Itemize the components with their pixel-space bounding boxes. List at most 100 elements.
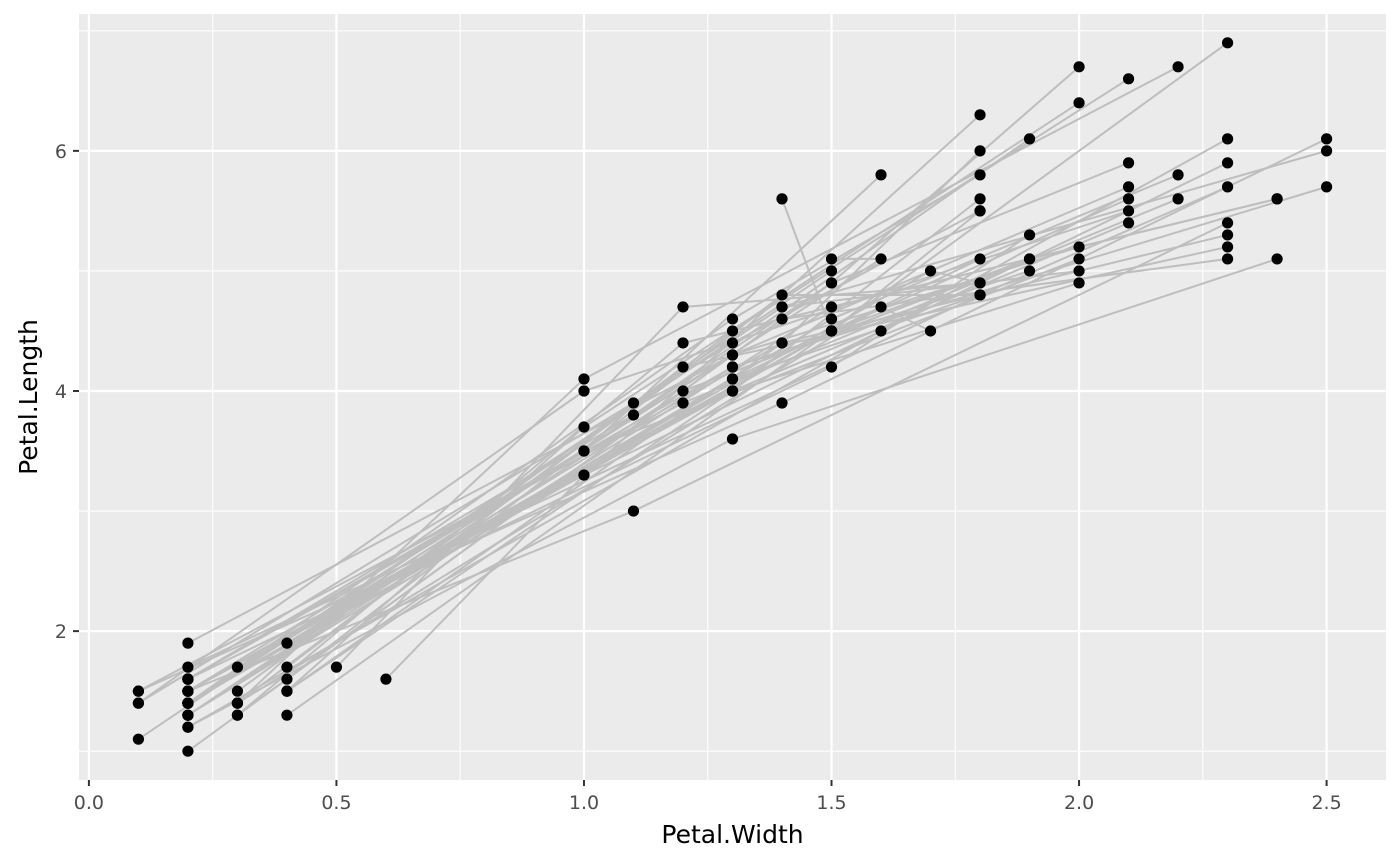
data-point	[1320, 145, 1333, 157]
y-tick-label: 2	[55, 621, 67, 643]
data-point	[924, 325, 937, 337]
data-point	[825, 361, 838, 373]
data-point	[825, 301, 838, 313]
data-point	[924, 265, 937, 277]
connector-line	[633, 222, 1229, 512]
data-point	[281, 685, 293, 697]
data-point	[726, 325, 739, 337]
data-point	[1320, 181, 1333, 193]
connector-line	[187, 378, 734, 717]
data-point	[182, 685, 194, 697]
data-point	[182, 721, 194, 733]
data-point	[875, 253, 887, 265]
connector-line	[583, 65, 1179, 380]
connector-line	[732, 257, 1278, 440]
data-point	[132, 697, 145, 709]
data-point	[1073, 241, 1085, 253]
data-point	[776, 301, 788, 313]
data-point	[726, 373, 739, 385]
data-point	[974, 253, 986, 265]
data-point	[825, 325, 838, 337]
data-point	[1122, 217, 1135, 229]
data-point	[132, 733, 145, 745]
connector-line	[187, 438, 733, 729]
data-point	[726, 313, 739, 325]
connector-line	[781, 137, 1328, 404]
data-point	[231, 685, 244, 697]
data-point	[1023, 253, 1036, 265]
data-point	[726, 433, 739, 445]
data-point	[825, 253, 838, 265]
x-tick-label: 1.0	[569, 792, 599, 814]
connector-line	[781, 257, 1228, 320]
connector-line	[880, 137, 1229, 332]
data-point	[1221, 37, 1234, 49]
data-point	[1122, 73, 1135, 85]
data-point	[1073, 277, 1085, 289]
data-point	[974, 145, 986, 157]
data-point	[974, 205, 986, 217]
data-point	[182, 661, 194, 673]
data-point	[1221, 241, 1234, 253]
data-point	[677, 337, 689, 349]
data-point	[182, 745, 194, 757]
data-point	[726, 385, 739, 397]
connector-line	[187, 366, 733, 681]
data-point	[825, 313, 838, 325]
connector-lines	[137, 42, 1328, 752]
data-point	[974, 289, 986, 301]
x-tick-label: 0.5	[321, 792, 351, 814]
data-point	[776, 397, 788, 409]
data-point	[974, 277, 986, 289]
connector-line	[731, 174, 981, 320]
connector-line	[732, 293, 981, 380]
connector-line	[385, 474, 585, 680]
data-point	[875, 301, 887, 313]
data-point	[974, 169, 986, 181]
data-point	[281, 673, 293, 685]
data-point	[1023, 133, 1036, 145]
data-point	[677, 397, 689, 409]
connector-line	[732, 185, 1327, 368]
plot-panel	[79, 14, 1386, 780]
data-point	[974, 109, 986, 121]
data-point	[1023, 265, 1036, 277]
data-point	[776, 313, 788, 325]
data-point	[1320, 133, 1333, 145]
data-point	[1271, 253, 1283, 265]
data-point	[1122, 157, 1135, 169]
data-point	[182, 709, 194, 721]
data-point	[281, 661, 293, 673]
data-point	[1073, 61, 1085, 73]
data-point	[578, 445, 590, 457]
data-point	[1122, 193, 1135, 205]
data-point	[974, 193, 986, 205]
data-point	[1221, 229, 1234, 241]
connector-line	[583, 102, 1080, 428]
connector-line	[732, 281, 1080, 392]
data-point	[578, 385, 590, 397]
data-point	[776, 337, 788, 349]
connector-line	[187, 378, 734, 705]
data-point	[1172, 61, 1184, 73]
data-point	[726, 361, 739, 373]
data-point	[1172, 193, 1184, 205]
x-tick-label: 0.0	[74, 792, 104, 814]
data-point	[1073, 97, 1085, 109]
data-point	[1221, 157, 1234, 169]
connector-line	[732, 245, 1080, 356]
data-point	[726, 337, 739, 349]
data-point	[776, 193, 788, 205]
connector-line	[187, 366, 832, 681]
data-point	[231, 661, 244, 673]
data-point	[627, 397, 640, 409]
data-point	[776, 289, 788, 301]
data-point	[1172, 169, 1184, 181]
connector-line	[830, 42, 1229, 332]
connector-line	[632, 138, 1031, 416]
connector-line	[286, 330, 833, 716]
data-point	[1271, 193, 1283, 205]
x-tick-label: 2.5	[1311, 792, 1341, 814]
y-axis: 2 4 6	[55, 141, 79, 643]
grid-minor	[79, 14, 1386, 780]
